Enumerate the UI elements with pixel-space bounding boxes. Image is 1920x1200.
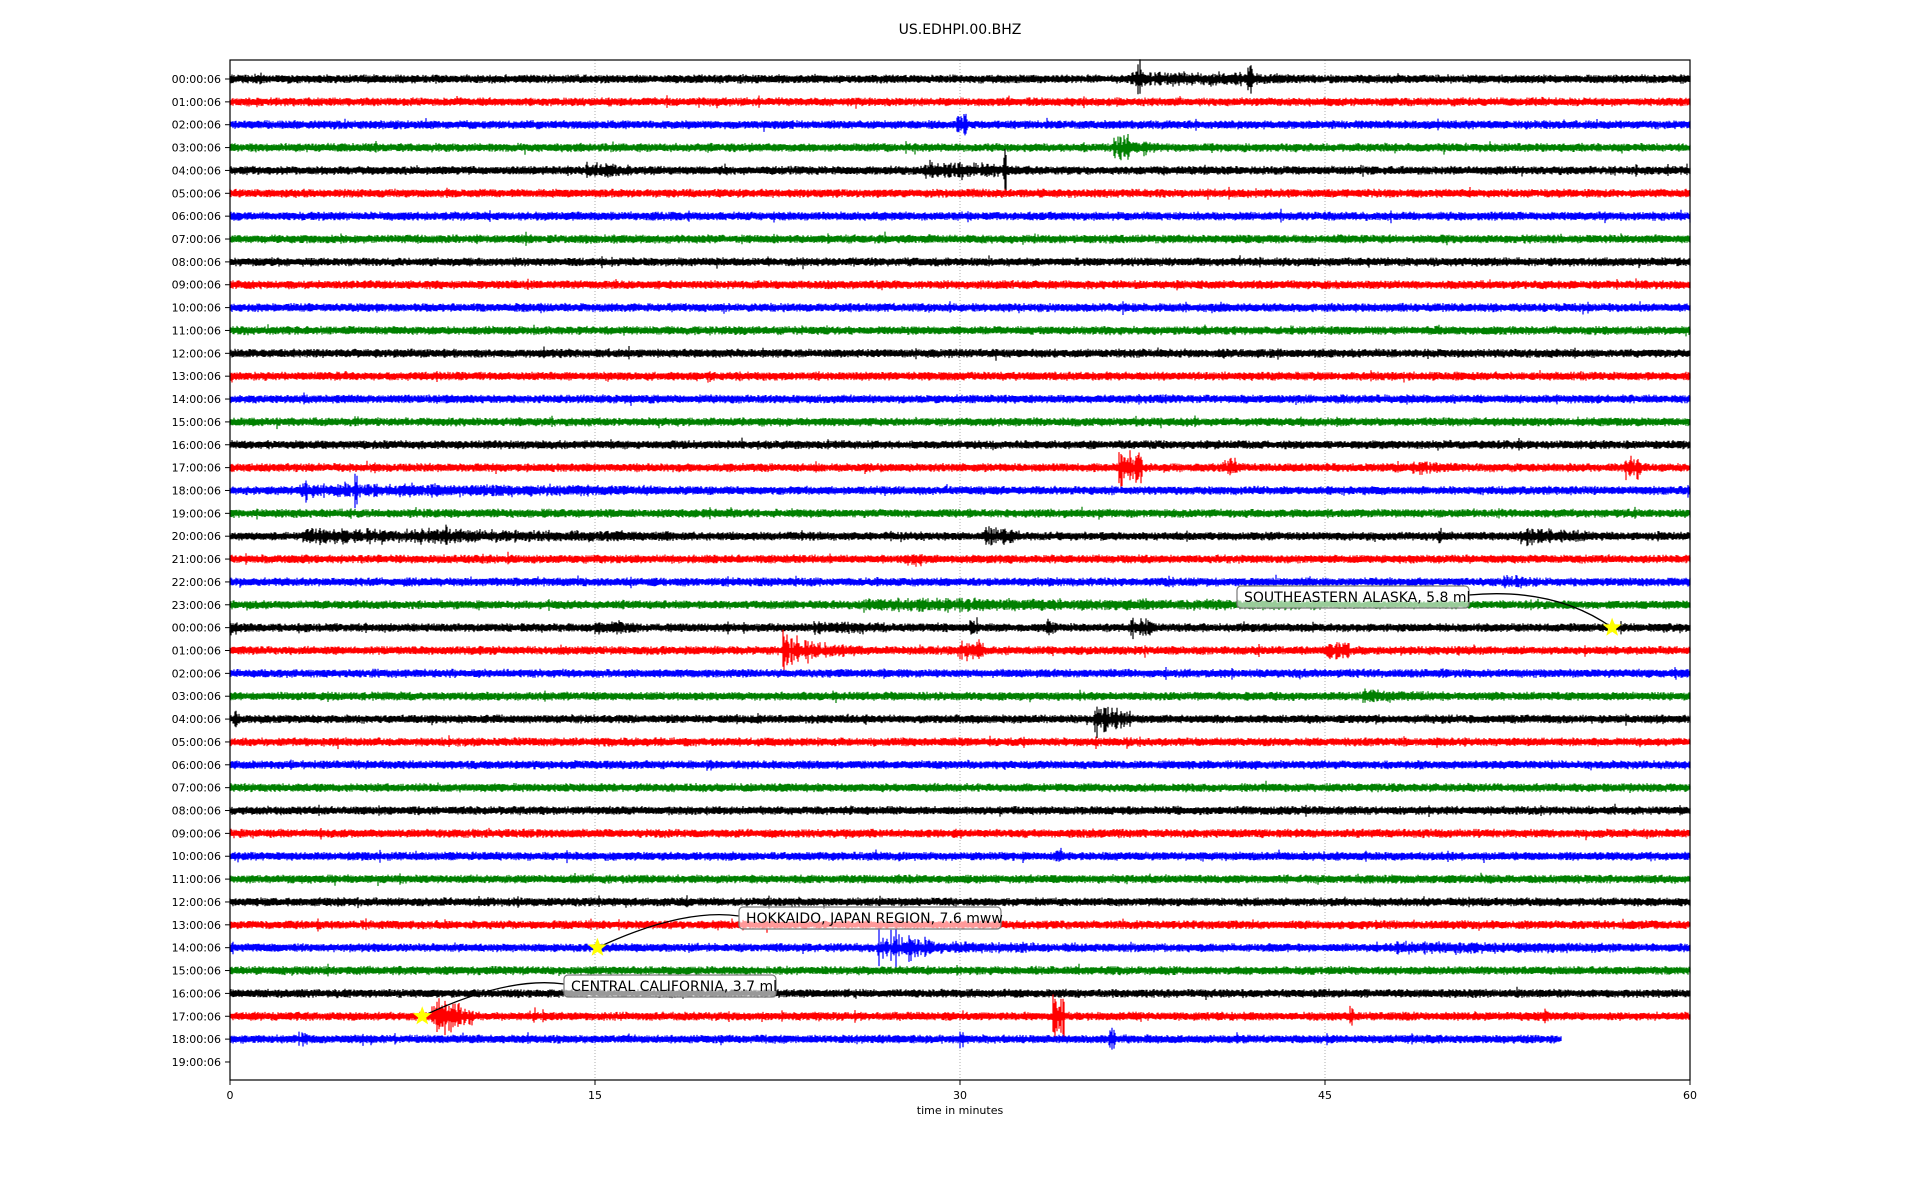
annotation-box: [1236, 585, 1470, 609]
annotation-connector: [597, 914, 740, 949]
y-tick-label: 00:00:06: [172, 73, 221, 86]
event-star-icon: [587, 937, 607, 956]
y-tick-label: 15:00:06: [172, 416, 221, 429]
seismic-trace: [229, 780, 1691, 793]
seismic-trace: [229, 324, 1691, 337]
y-tick-label: 21:00:06: [172, 553, 221, 566]
event-annotation: CENTRAL CALIFORNIA, 3.7 ml: [412, 974, 777, 1025]
seismic-trace: [229, 827, 1691, 841]
seismic-trace: [229, 186, 1691, 200]
y-tick-label: 02:00:06: [172, 667, 221, 680]
y-tick-label: 13:00:06: [172, 919, 221, 932]
y-tick-label: 09:00:06: [172, 827, 221, 840]
y-tick-label: 20:00:06: [172, 530, 221, 543]
x-axis-label: time in minutes: [916, 1104, 1004, 1117]
seismic-trace: [229, 597, 1691, 613]
y-tick-label: 23:00:06: [172, 599, 221, 612]
y-tick-label: 03:00:06: [172, 142, 221, 155]
seismic-trace: [229, 986, 1691, 1000]
annotation-connector: [1468, 593, 1613, 629]
y-tick-label: 13:00:06: [172, 370, 221, 383]
y-tick-label: 02:00:06: [172, 119, 221, 132]
x-tick-label: 15: [588, 1089, 602, 1102]
y-tick-label: 04:00:06: [172, 713, 221, 726]
chart-title: US.EDHPI.00.BHZ: [898, 22, 1022, 38]
y-tick-label: 05:00:06: [172, 736, 221, 749]
seismic-trace: [229, 392, 1691, 406]
seismic-trace: [229, 963, 1691, 977]
annotation-label: SOUTHEASTERN ALASKA, 5.8 ml: [1244, 590, 1470, 606]
annotation-label: CENTRAL CALIFORNIA, 3.7 ml: [571, 979, 777, 995]
seismic-trace: [229, 506, 1691, 520]
seismic-trace: [229, 473, 1691, 509]
event-star-icon: [412, 1006, 432, 1025]
seismic-trace: [229, 450, 1691, 487]
y-tick-label: 06:00:06: [172, 759, 221, 772]
annotation-connector: [421, 982, 565, 1017]
event-annotation: SOUTHEASTERN ALASKA, 5.8 ml: [1236, 585, 1622, 636]
y-tick-label: 17:00:06: [172, 1010, 221, 1023]
plot-frame: [229, 59, 1691, 1081]
x-tick-label: 45: [1318, 1089, 1332, 1102]
y-tick-label: 18:00:06: [172, 1033, 221, 1046]
seismic-trace: [229, 437, 1691, 451]
seismic-trace: [229, 524, 1691, 547]
y-tick-label: 00:00:06: [172, 622, 221, 635]
y-tick-label: 01:00:06: [172, 645, 221, 658]
seismic-trace: [229, 803, 1691, 817]
event-annotation: HOKKAIDO, JAPAN REGION, 7.6 mww: [587, 906, 1003, 956]
event-star-icon: [1602, 617, 1622, 636]
y-tick-label: 19:00:06: [172, 507, 221, 520]
seismic-trace: [229, 759, 1691, 771]
seismic-trace: [229, 59, 1691, 95]
x-tick-label: 30: [953, 1089, 967, 1102]
seismic-trace: [229, 629, 1691, 671]
seismic-trace: [229, 95, 1691, 109]
y-tick-label: 04:00:06: [172, 164, 221, 177]
seismic-trace: [229, 667, 1691, 680]
y-tick-label: 14:00:06: [172, 393, 221, 406]
y-tick-label: 09:00:06: [172, 279, 221, 292]
y-tick-label: 17:00:06: [172, 462, 221, 475]
y-tick-label: 22:00:06: [172, 576, 221, 589]
seismic-trace: [229, 928, 1691, 969]
y-tick-label: 16:00:06: [172, 987, 221, 1000]
annotation-box: [738, 906, 1002, 930]
y-tick-label: 07:00:06: [172, 233, 221, 246]
y-tick-label: 01:00:06: [172, 96, 221, 109]
y-tick-label: 14:00:06: [172, 942, 221, 955]
y-tick-label: 10:00:06: [172, 850, 221, 863]
y-tick-label: 12:00:06: [172, 896, 221, 909]
y-tick-label: 16:00:06: [172, 439, 221, 452]
y-tick-label: 06:00:06: [172, 210, 221, 223]
seismic-trace: [229, 872, 1691, 886]
seismic-trace: [229, 847, 1691, 864]
y-tick-label: 05:00:06: [172, 187, 221, 200]
annotation-label: HOKKAIDO, JAPAN REGION, 7.6 mww: [746, 911, 1003, 927]
y-tick-label: 15:00:06: [172, 965, 221, 978]
y-tick-label: 11:00:06: [172, 873, 221, 886]
y-tick-label: 18:00:06: [172, 484, 221, 497]
y-tick-label: 19:00:06: [172, 1056, 221, 1069]
annotation-box: [563, 974, 777, 998]
seismic-trace: [229, 617, 1691, 640]
x-tick-label: 0: [227, 1089, 234, 1102]
y-tick-label: 08:00:06: [172, 256, 221, 269]
seismic-trace: [229, 370, 1691, 383]
y-tick-label: 10:00:06: [172, 302, 221, 315]
y-tick-label: 12:00:06: [172, 347, 221, 360]
seismic-trace: [229, 148, 1691, 193]
y-tick-label: 11:00:06: [172, 324, 221, 337]
y-tick-label: 03:00:06: [172, 690, 221, 703]
y-tick-label: 08:00:06: [172, 805, 221, 818]
seismic-trace: [229, 1027, 1562, 1050]
y-tick-label: 07:00:06: [172, 782, 221, 795]
x-tick-label: 60: [1683, 1089, 1697, 1102]
